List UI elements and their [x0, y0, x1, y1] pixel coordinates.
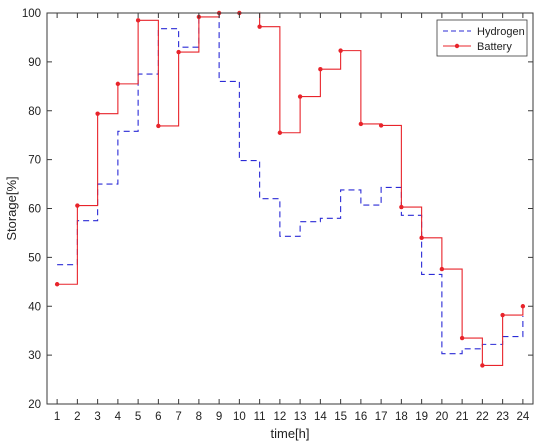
battery-point	[500, 312, 505, 318]
legend-box	[436, 19, 528, 57]
x-tick-label: 23	[496, 411, 509, 423]
x-tick-label: 7	[175, 411, 181, 423]
battery-point	[95, 111, 100, 116]
legend-label-hydrogen: Hydrogen	[477, 26, 525, 38]
battery-point	[520, 304, 526, 309]
battery-point	[297, 94, 303, 99]
x-tick-label: 21	[456, 411, 469, 423]
y-tick-label: 100	[22, 8, 41, 20]
x-tick-label: 5	[135, 411, 141, 423]
y-tick-label: 50	[28, 252, 41, 264]
series-layer	[54, 10, 526, 368]
battery-point	[115, 81, 121, 87]
hydrogen-series-line	[57, 12, 524, 355]
battery-point	[54, 282, 60, 287]
battery-point	[277, 130, 283, 135]
battery-point	[176, 49, 181, 55]
battery-series-line	[57, 12, 524, 366]
x-tick-label: 16	[354, 411, 367, 423]
y-tick-label: 70	[28, 155, 41, 167]
battery-point	[135, 18, 141, 23]
x-tick-label: 9	[216, 411, 222, 423]
battery-point	[439, 266, 445, 272]
legend-marker-battery	[454, 43, 460, 49]
battery-point	[156, 123, 161, 129]
x-tick-label: 1	[54, 411, 60, 423]
battery-point	[480, 363, 485, 368]
battery-point	[318, 67, 323, 72]
battery-point	[419, 235, 424, 241]
x-tick-label: 8	[196, 411, 202, 423]
x-tick-label: 2	[74, 411, 80, 423]
x-tick-label: 14	[314, 411, 327, 423]
x-tick-label: 11	[254, 411, 266, 423]
x-tick-label: 10	[233, 411, 246, 423]
battery-point	[378, 123, 384, 128]
x-tick-label: 4	[115, 411, 122, 423]
battery-point	[338, 48, 343, 53]
x-tick-label: 15	[334, 411, 347, 423]
battery-point	[257, 24, 262, 29]
y-tick-label: 90	[28, 57, 41, 69]
y-tick-label: 30	[28, 350, 41, 362]
battery-point	[399, 204, 404, 210]
battery-point	[459, 335, 465, 341]
legend-label-battery: Battery	[477, 41, 512, 53]
y-axis-label: Storage[%]	[4, 176, 19, 240]
x-tick-label: 3	[94, 411, 100, 423]
axis-ticks: 1 2 3 4 5 6 7 8 9 10 11 12 13 14 15 16 17 18 19 20 21 22 23 242…	[22, 8, 533, 423]
x-tick-label: 12	[273, 411, 286, 423]
x-tick-label: 13	[294, 411, 307, 423]
x-tick-label: 24	[516, 411, 529, 423]
x-tick-label: 20	[435, 411, 448, 423]
y-tick-label: 20	[28, 399, 41, 411]
y-tick-label: 60	[28, 204, 41, 216]
legend: Hydrogen Battery	[436, 19, 528, 57]
x-tick-label: 6	[155, 411, 161, 423]
y-tick-label: 80	[28, 106, 41, 118]
x-tick-label: 19	[415, 411, 428, 423]
x-tick-label: 18	[395, 411, 408, 423]
x-tick-label: 17	[375, 411, 388, 423]
x-axis-label: time[h]	[270, 426, 309, 441]
battery-point	[358, 121, 364, 127]
battery-point	[75, 203, 80, 208]
x-tick-label: 22	[476, 411, 489, 423]
y-tick-label: 40	[28, 301, 41, 313]
